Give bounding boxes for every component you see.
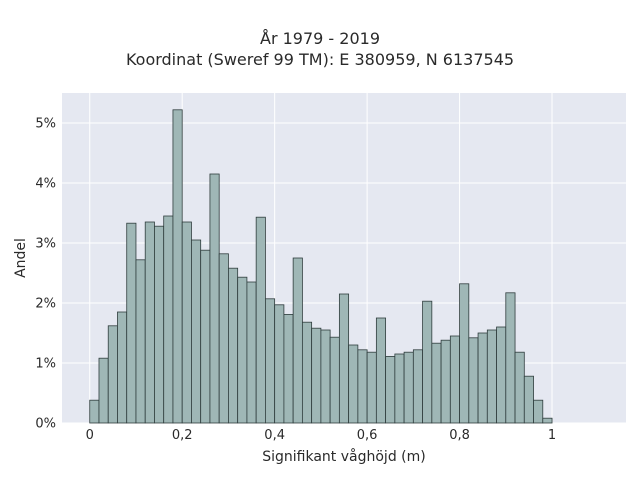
histogram-bar <box>209 173 220 424</box>
chart-title: År 1979 - 2019 <box>260 29 380 48</box>
y-tick-label: 1% <box>35 357 56 372</box>
histogram-bar <box>228 267 239 424</box>
histogram-bar <box>533 399 544 424</box>
histogram-bar <box>468 337 479 424</box>
y-tick-label: 3% <box>35 237 56 252</box>
histogram-bar <box>496 326 507 424</box>
histogram-bar <box>301 321 313 424</box>
histogram-bar <box>320 329 331 424</box>
histogram-bar <box>403 351 414 424</box>
histogram-bar <box>181 221 192 424</box>
histogram-bar <box>283 313 294 424</box>
histogram-bar <box>144 221 155 424</box>
histogram-bar <box>218 253 229 424</box>
histogram-bar <box>163 215 174 424</box>
histogram-bar <box>348 344 359 424</box>
histogram-bar <box>514 351 525 424</box>
histogram-bar <box>449 335 460 424</box>
histogram-bar <box>255 216 266 424</box>
histogram-bar <box>107 325 118 424</box>
y-tick-label: 2% <box>35 297 56 312</box>
histogram-bar <box>542 417 553 424</box>
x-tick-label: 1 <box>548 428 556 443</box>
y-tick-label: 4% <box>35 177 56 192</box>
histogram-bar <box>265 298 276 424</box>
histogram-bar <box>135 259 146 424</box>
x-axis-label: Signifikant våghöjd (m) <box>262 448 425 465</box>
x-tick-label: 0 <box>86 428 94 443</box>
chart-subtitle: Koordinat (Sweref 99 TM): E 380959, N 61… <box>125 50 515 69</box>
histogram-bar <box>246 281 257 424</box>
histogram-bar <box>505 292 516 424</box>
histogram-bar <box>523 375 534 424</box>
histogram-bar <box>237 276 248 424</box>
histogram-bar <box>200 249 211 424</box>
histogram-bar <box>191 239 202 424</box>
x-tick-label: 0,2 <box>172 428 193 443</box>
y-axis-label: Andel <box>13 238 29 278</box>
histogram-bar <box>98 357 109 424</box>
histogram-bar <box>422 300 433 424</box>
histogram-bar <box>172 109 183 424</box>
histogram-bar <box>412 349 423 424</box>
histogram-bar <box>292 257 303 424</box>
x-axis-ticks: 0 0,2 0,4 0,6 0,8 1 <box>86 428 557 443</box>
histogram-bar <box>338 293 350 424</box>
histogram-bar <box>486 329 497 424</box>
y-tick-label: 0% <box>35 417 56 432</box>
histogram-bar <box>154 225 165 424</box>
x-tick-label: 0,4 <box>264 428 285 443</box>
histogram-bar <box>431 342 442 424</box>
histogram-bar <box>274 304 285 424</box>
histogram-bar <box>375 317 387 424</box>
histogram-bar <box>459 283 470 424</box>
y-axis-ticks: 0% 1% 2% 3% 4% 5% <box>35 117 56 432</box>
histogram-bar <box>89 399 100 424</box>
x-tick-label: 0,8 <box>449 428 470 443</box>
histogram-bar <box>394 353 405 424</box>
x-tick-label: 0,6 <box>357 428 378 443</box>
histogram-bar <box>329 336 340 424</box>
y-tick-label: 5% <box>35 117 56 132</box>
histogram-bar <box>126 222 137 424</box>
histogram-bar <box>117 311 128 424</box>
histogram-bar <box>440 339 451 424</box>
histogram-bar <box>385 355 396 424</box>
histogram-bars <box>89 109 553 424</box>
histogram-bar <box>477 332 488 424</box>
histogram-bar <box>311 327 322 424</box>
histogram-bar <box>366 351 377 424</box>
histogram-bar <box>357 349 368 424</box>
